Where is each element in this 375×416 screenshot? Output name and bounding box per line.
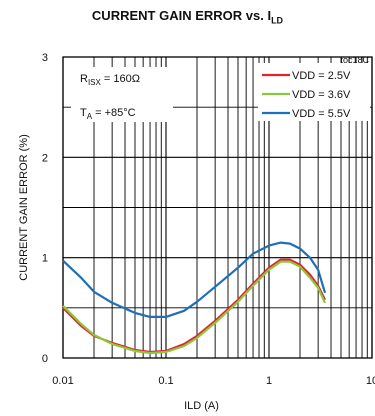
- x-axis-label: ILD (A): [184, 400, 219, 412]
- annotation-temp: TA = +85°C: [80, 107, 136, 121]
- y-axis-label: CURRENT GAIN ERROR (%): [18, 134, 30, 280]
- series-line-2: [62, 260, 326, 355]
- chart-title: CURRENT GAIN ERROR vs. ILD: [91, 8, 284, 26]
- legend-label-3: VDD = 5.5V: [292, 108, 351, 120]
- legend-label-2: VDD = 3.6V: [292, 89, 351, 101]
- annotation-rset: RISX = 160Ω: [80, 73, 140, 87]
- annotation-box: [71, 67, 173, 122]
- series-line-3: [62, 241, 327, 318]
- source-tag: toc18C: [340, 55, 369, 65]
- legend-label-1: VDD = 2.5V: [292, 70, 351, 82]
- x-tick-label: 1: [266, 375, 272, 387]
- y-tick-label: 3: [42, 52, 48, 64]
- legend-box: [258, 63, 370, 121]
- plot-frame: [62, 56, 373, 359]
- y-tick-label: 1: [42, 253, 48, 265]
- x-tick-label: 0.01: [52, 375, 73, 387]
- y-tick-label: 2: [42, 152, 48, 164]
- x-tick-label: 0.1: [158, 375, 173, 387]
- x-tick-label: 10: [366, 375, 375, 387]
- y-tick-label: 0: [42, 353, 48, 365]
